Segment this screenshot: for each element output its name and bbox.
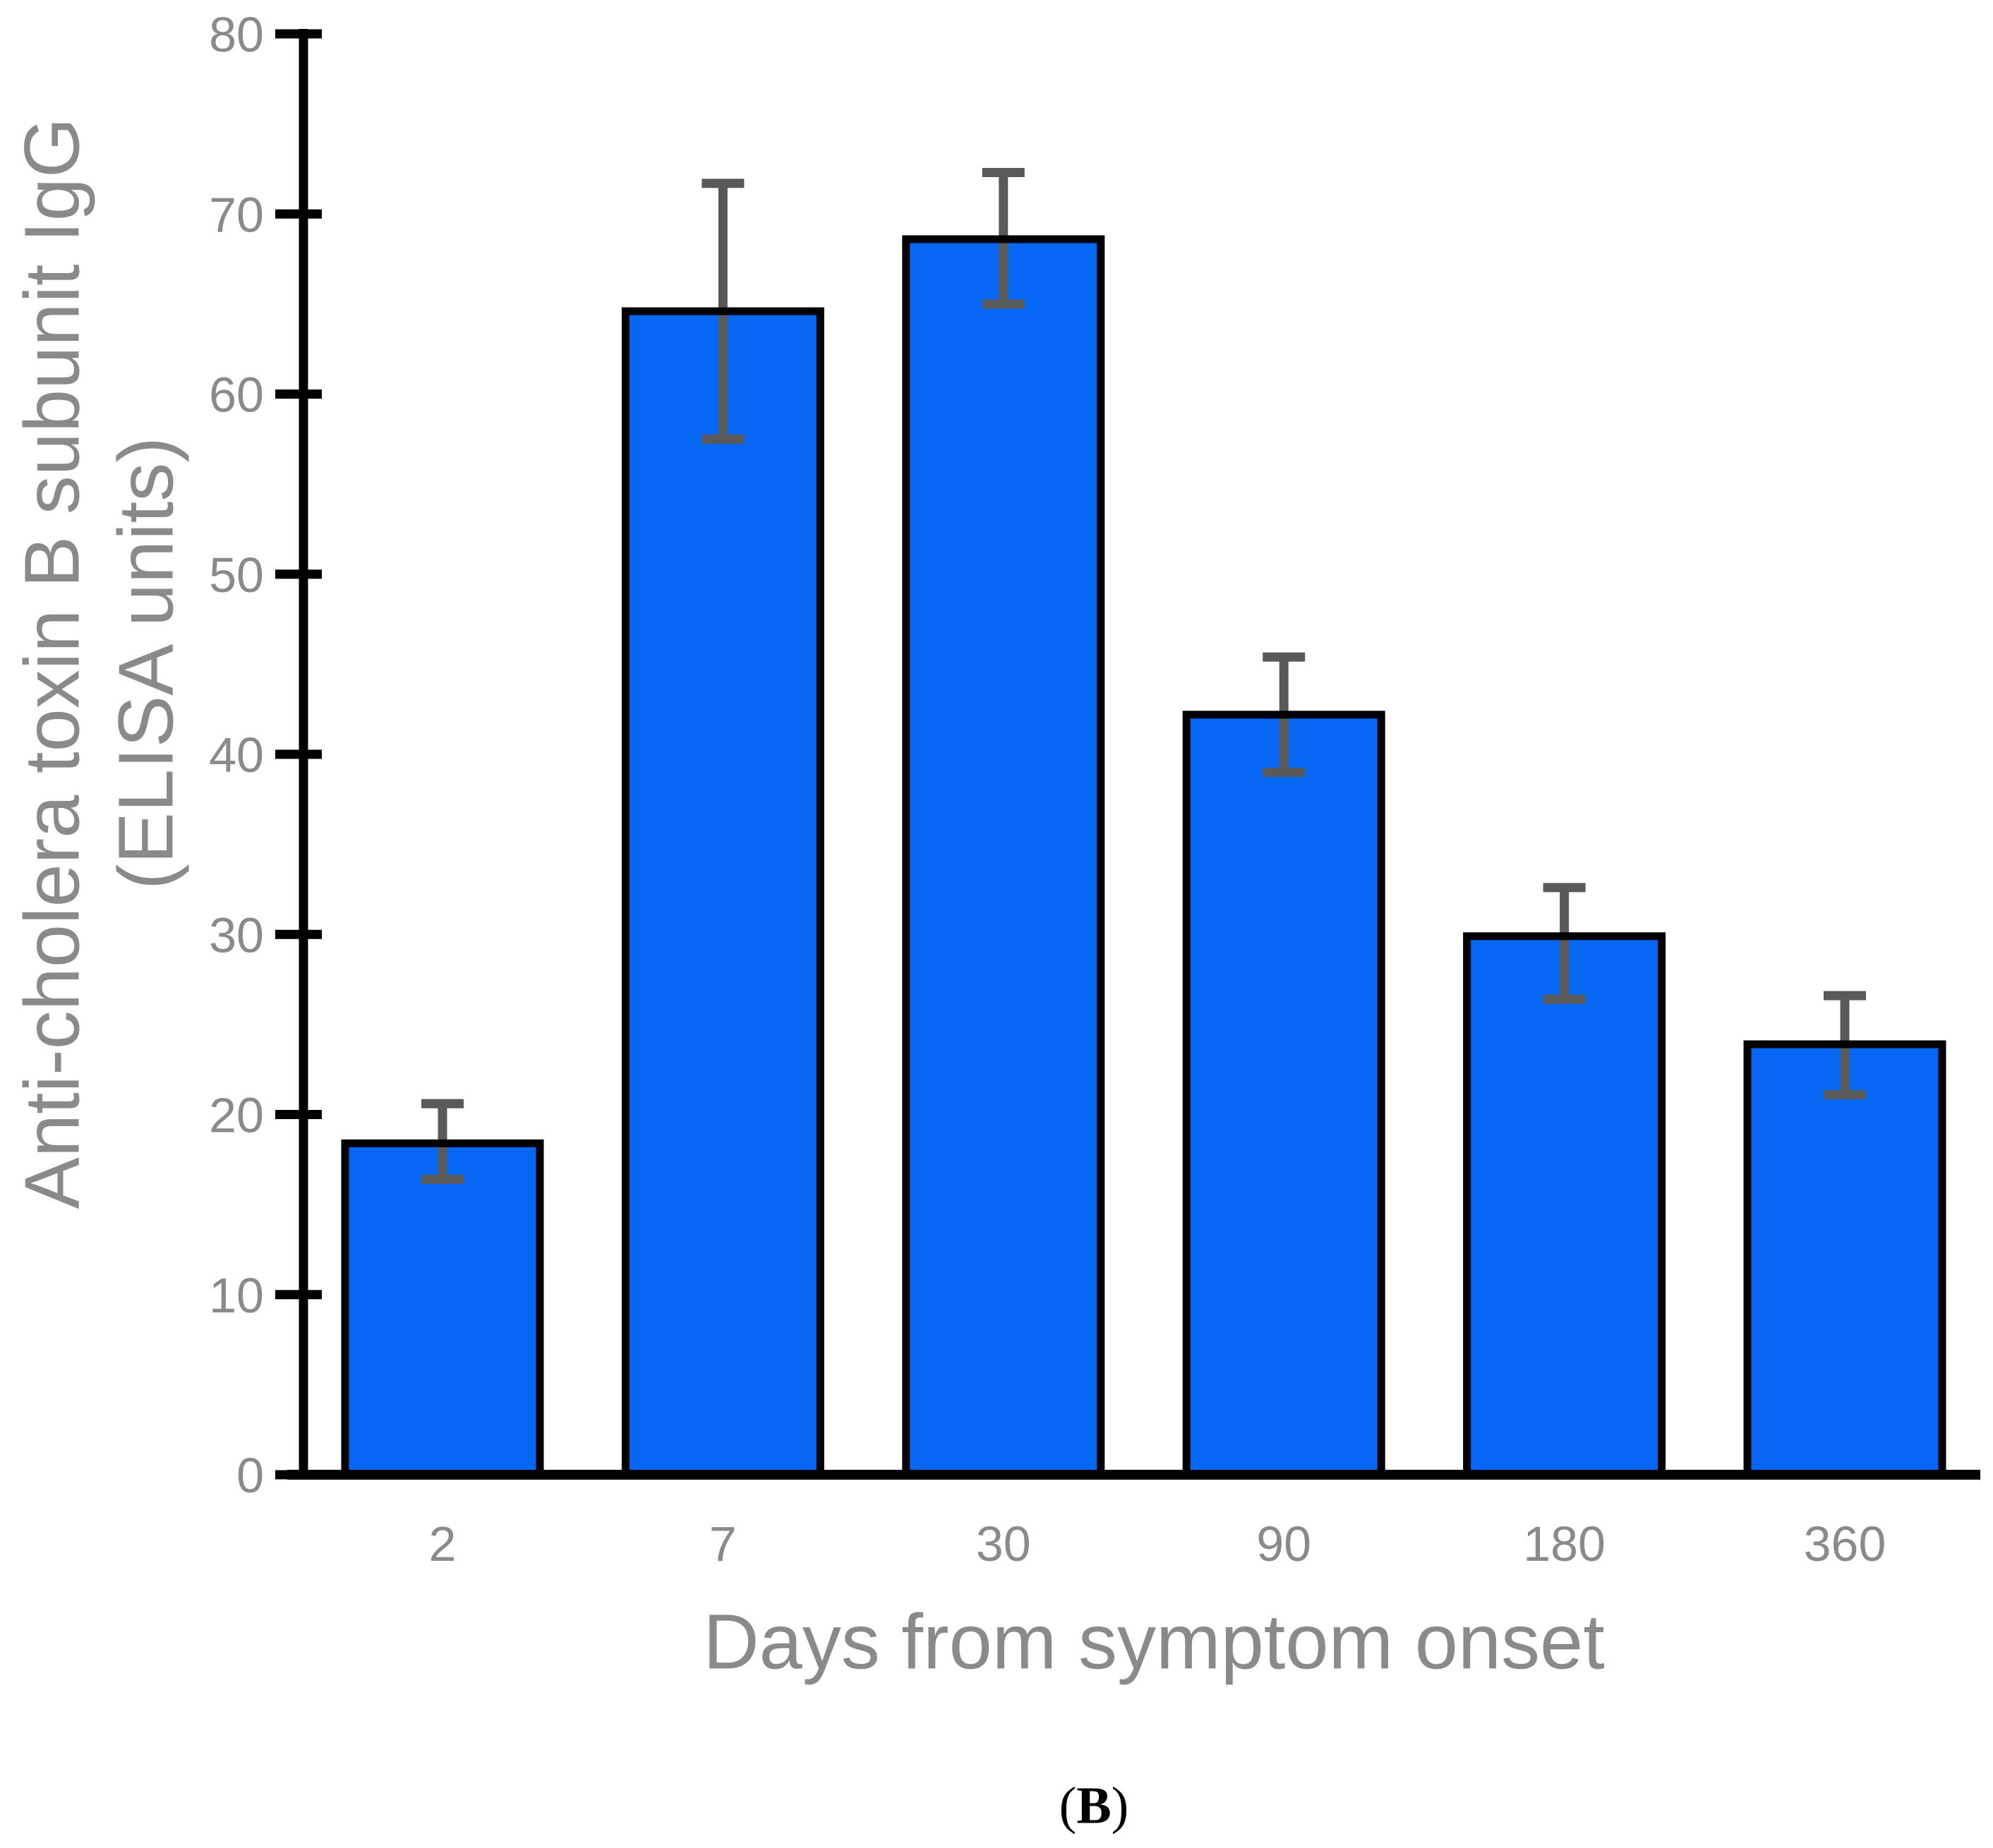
- y-axis-title-line1: Anti-cholera toxin B subunit IgG: [8, 117, 96, 1209]
- bar-day-7: [625, 311, 821, 1475]
- caption-paren-open: (: [1059, 1777, 1077, 1835]
- bar-day-30: [905, 238, 1101, 1475]
- bar-day-360: [1747, 1044, 1942, 1475]
- bar-day-180: [1467, 936, 1662, 1475]
- y-tick-label-0: 0: [236, 1448, 264, 1503]
- figure-caption: (B): [1059, 1777, 1129, 1837]
- y-axis-title-line2: (ELISA units): [102, 437, 190, 890]
- y-tick-label-60: 60: [209, 368, 264, 423]
- x-tick-label-2: 2: [429, 1516, 457, 1571]
- x-tick-label-180: 180: [1523, 1516, 1606, 1571]
- bar-borders-group: [341, 235, 1946, 1479]
- bar-day-90: [1186, 714, 1382, 1475]
- y-tick-label-80: 80: [209, 7, 264, 62]
- caption-paren-close: ): [1111, 1777, 1129, 1835]
- y-tick-label-70: 70: [209, 187, 264, 242]
- error-bars-group: [421, 168, 1866, 1184]
- x-tick-label-360: 360: [1804, 1516, 1886, 1571]
- tick-labels-group: 2 7 30 90 180 360 0 10 20 30 40 50 60 70 80: [209, 7, 1886, 1571]
- x-tick-label-7: 7: [709, 1516, 737, 1571]
- y-tick-label-40: 40: [209, 727, 264, 783]
- bars-group: [345, 238, 1942, 1475]
- bar-day-2: [345, 1143, 540, 1475]
- y-tick-label-10: 10: [209, 1268, 264, 1323]
- y-tick-label-50: 50: [209, 548, 264, 603]
- y-tick-label-30: 30: [209, 907, 264, 962]
- x-axis-title: Days from symptom onset: [703, 1598, 1605, 1686]
- x-tick-label-30: 30: [976, 1516, 1031, 1571]
- ticks-group: [275, 29, 322, 1480]
- x-tick-label-90: 90: [1256, 1516, 1311, 1571]
- caption-letter: B: [1076, 1777, 1112, 1835]
- y-tick-label-20: 20: [209, 1088, 264, 1143]
